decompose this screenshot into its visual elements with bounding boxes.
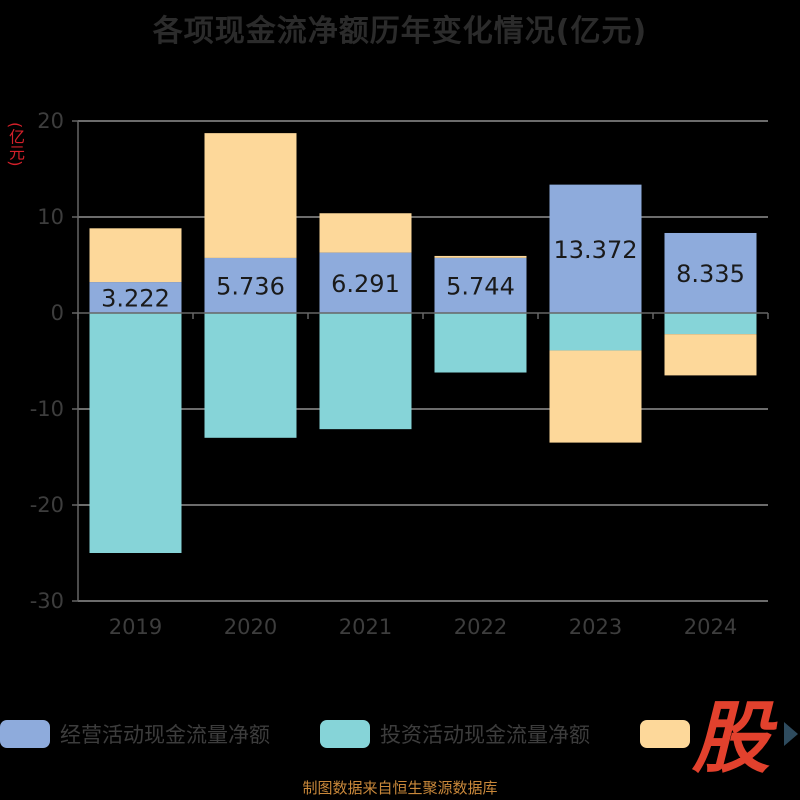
x-tick-label: 2024	[684, 615, 737, 639]
bar-2023-series-1	[549, 313, 642, 351]
legend-swatch-0	[0, 720, 50, 748]
y-axis-unit: (亿元)	[6, 122, 25, 167]
bar-2022-series-2	[434, 255, 527, 258]
bar-2022-series-1	[434, 313, 527, 373]
legend-swatch-1	[320, 720, 370, 748]
x-tick-label: 2022	[454, 615, 507, 639]
bar-2023-series-2	[549, 350, 642, 443]
x-tick-label: 2023	[569, 615, 622, 639]
data-label: 3.222	[101, 285, 170, 313]
legend-next-arrow-icon	[784, 722, 798, 746]
y-tick-label: -10	[30, 397, 64, 421]
bar-2019-series-0	[89, 282, 182, 313]
bar-2020-series-1	[204, 313, 297, 438]
x-tick-label: 2019	[109, 615, 162, 639]
x-tick-label: 2020	[224, 615, 277, 639]
bars	[89, 133, 757, 553]
data-label: 5.744	[446, 272, 515, 300]
bar-2024-series-0	[664, 232, 757, 313]
bar-2020-series-2	[204, 133, 297, 258]
axes: 20 10 0 -10 -20 -30 2019 2020 2021 2022 2023 2024	[30, 109, 769, 639]
legend-swatch-2	[640, 720, 690, 748]
y-tick-label: -20	[30, 493, 64, 517]
data-source-note: 制图数据来自恒生聚源数据库	[302, 779, 498, 797]
y-tick-label: 10	[37, 205, 64, 229]
bar-2023-series-0	[549, 184, 642, 313]
legend-label-0: 经营活动现金流量净额	[60, 723, 270, 747]
data-label: 8.335	[676, 260, 745, 288]
chart-title: 各项现金流净额历年变化情况(亿元)	[152, 14, 648, 49]
bar-2021-series-1	[319, 313, 412, 430]
y-tick-label: -30	[30, 589, 64, 613]
x-tick-label: 2021	[339, 615, 392, 639]
bar-2024-series-2	[664, 334, 757, 376]
bar-2024-series-1	[664, 313, 757, 335]
y-tick-label: 20	[37, 109, 64, 133]
data-label: 6.291	[331, 270, 400, 298]
brand-logo: 股	[692, 694, 771, 784]
data-labels: 3.222 5.736 6.291 5.744 13.372 8.335	[101, 236, 745, 313]
data-label: 5.736	[216, 272, 285, 300]
bar-2019-series-2	[89, 228, 182, 283]
bar-2021-series-2	[319, 213, 412, 253]
gridlines	[78, 120, 768, 602]
bar-2019-series-1	[89, 313, 182, 553]
legend-label-1: 投资活动现金流量净额	[380, 723, 590, 747]
y-tick-label: 0	[51, 301, 64, 325]
bar-2021-series-0	[319, 252, 412, 313]
legend[interactable]: 经营活动现金流量净额 投资活动现金流量净额	[0, 720, 798, 748]
bar-2020-series-0	[204, 257, 297, 313]
bar-2022-series-0	[434, 257, 527, 313]
data-label: 13.372	[554, 236, 638, 264]
